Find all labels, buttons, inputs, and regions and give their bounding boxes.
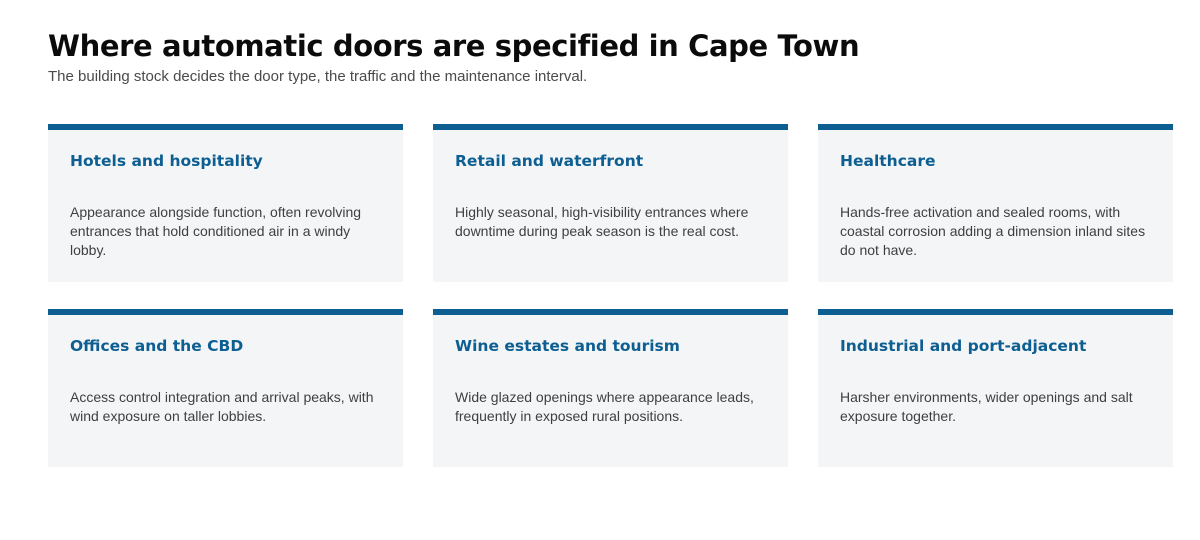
sector-card-industrial: Industrial and port-adjacent Harsher env… xyxy=(818,309,1173,467)
sector-card-retail: Retail and waterfront Highly seasonal, h… xyxy=(433,124,788,282)
card-title: Retail and waterfront xyxy=(455,152,644,170)
card-description: Hands-free activation and sealed rooms, … xyxy=(840,204,1146,258)
card-description: Highly seasonal, high-visibility entranc… xyxy=(455,204,749,239)
page-title: Where automatic doors are specified in C… xyxy=(48,29,860,63)
sector-card-grid: Hotels and hospitality Appearance alongs… xyxy=(48,124,1173,467)
sector-card-hotels: Hotels and hospitality Appearance alongs… xyxy=(48,124,403,282)
card-title: Healthcare xyxy=(840,152,936,170)
card-title: Offices and the CBD xyxy=(70,337,244,355)
card-description: Wide glazed openings where appearance le… xyxy=(455,389,754,424)
card-title: Wine estates and tourism xyxy=(455,337,680,355)
card-description: Access control integration and arrival p… xyxy=(70,389,374,424)
door-sectors-section: Where automatic doors are specified in C… xyxy=(48,28,1173,467)
card-description: Appearance alongside function, often rev… xyxy=(70,204,362,258)
sector-card-healthcare: Healthcare Hands-free activation and sea… xyxy=(818,124,1173,282)
card-title: Hotels and hospitality xyxy=(70,152,263,170)
page-subtitle: The building stock decides the door type… xyxy=(48,68,588,85)
card-title: Industrial and port-adjacent xyxy=(840,337,1087,355)
card-description: Harsher environments, wider openings and… xyxy=(840,389,1133,424)
sector-card-wine-estates: Wine estates and tourism Wide glazed ope… xyxy=(433,309,788,467)
sector-card-offices: Offices and the CBD Access control integ… xyxy=(48,309,403,467)
